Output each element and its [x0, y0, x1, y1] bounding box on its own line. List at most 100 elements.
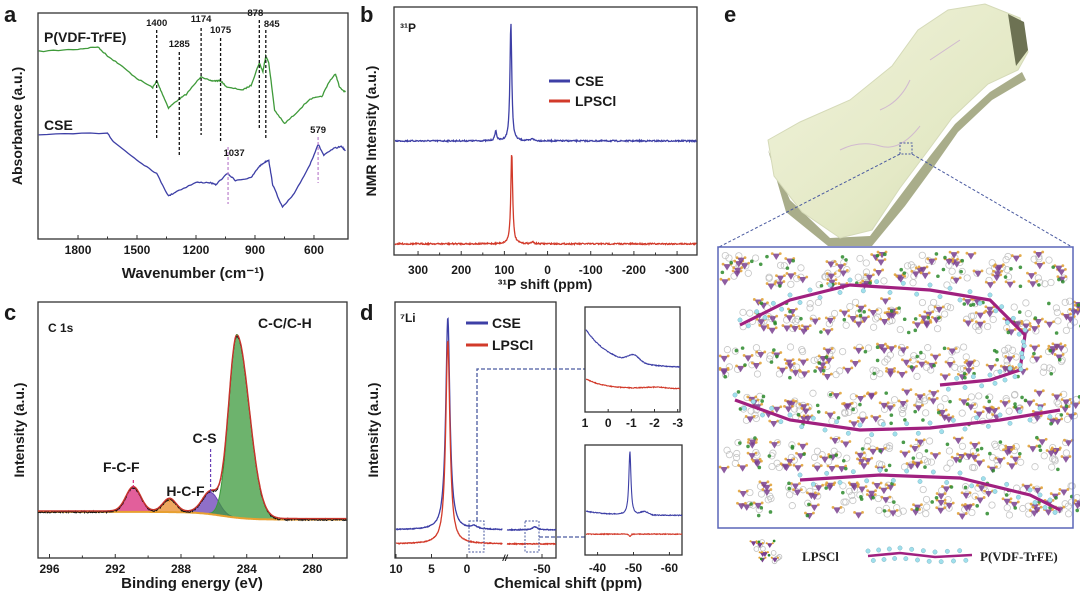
sulfur-atom: [830, 347, 834, 350]
chlorine-atom: [819, 330, 823, 334]
sulfur-atom: [930, 315, 934, 319]
fluorine-atom: [787, 412, 793, 418]
sulfur-atom: [747, 261, 751, 265]
sulfur-atom: [783, 274, 786, 278]
ps4-tetrahedron: [770, 442, 779, 449]
sulfur-atom: [857, 416, 861, 420]
sulfur-atom: [865, 392, 869, 396]
sulfur-atom: [1073, 303, 1077, 307]
fluorine-atom: [967, 289, 973, 295]
sulfur-atom: [727, 277, 731, 281]
sulfur-atom: [935, 506, 939, 510]
chlorine-atom: [889, 413, 894, 417]
fluorine-atom: [951, 558, 956, 564]
sulfur-atom: [850, 401, 854, 405]
sulfur-atom: [1061, 353, 1065, 356]
lithium-site: [1051, 457, 1059, 465]
ps4-tetrahedron: [965, 504, 974, 511]
fluorine-atom: [890, 478, 896, 483]
ps4-tetrahedron: [823, 373, 832, 381]
sulfur-atom: [785, 366, 788, 370]
sulfur-atom: [824, 316, 828, 320]
chlorine-atom: [994, 350, 999, 354]
sulfur-atom: [766, 326, 770, 330]
sulfur-atom: [918, 314, 922, 317]
sulfur-atom: [921, 403, 924, 407]
chlorine-atom: [851, 407, 855, 412]
sulfur-atom: [747, 438, 751, 441]
ps4-tetrahedron: [1002, 498, 1011, 506]
inset-series-line-lpscl: [585, 378, 681, 390]
lithium-site: [787, 280, 795, 288]
lithium-site: [970, 464, 978, 472]
sulfur-atom: [1051, 508, 1054, 511]
chlorine-atom: [757, 465, 762, 470]
sulfur-atom: [943, 492, 947, 495]
sulfur-atom: [794, 399, 798, 403]
annotation-label-878: 878: [247, 8, 263, 19]
lithium-site: [746, 309, 754, 317]
fluorine-atom: [997, 412, 1003, 418]
ps4-tetrahedron: [767, 283, 776, 290]
sulfur-atom: [917, 265, 921, 269]
sulfur-atom: [1007, 399, 1011, 403]
sulfur-atom: [805, 358, 809, 362]
sulfur-atom: [941, 305, 945, 309]
chlorine-atom: [959, 269, 963, 274]
lithium-site: [883, 510, 891, 518]
fluorine-atom: [847, 277, 853, 283]
sulfur-atom: [756, 398, 760, 402]
chlorine-atom: [902, 271, 907, 275]
ps4-tetrahedron: [976, 321, 985, 329]
fluorine-atom: [997, 369, 1003, 375]
chlorine-atom: [878, 449, 882, 453]
chlorine-atom: [1017, 451, 1022, 456]
lithium-site: [1034, 274, 1042, 282]
ps4-tetrahedron: [1052, 343, 1061, 351]
sulfur-atom: [1037, 324, 1041, 328]
sulfur-atom: [784, 257, 788, 260]
sulfur-atom: [892, 403, 896, 407]
lithium-site: [747, 407, 755, 415]
ps4-tetrahedron: [1033, 487, 1042, 495]
lithium-site: [723, 446, 731, 454]
ps4-tetrahedron: [785, 400, 794, 407]
fluorine-atom: [860, 288, 866, 294]
sulfur-atom: [1027, 279, 1031, 283]
lithium-site: [885, 442, 894, 450]
lithium-site: [1010, 303, 1018, 311]
sulfur-atom: [807, 369, 810, 373]
ps4-tetrahedron: [940, 414, 949, 422]
ps4-tetrahedron: [826, 317, 835, 325]
chlorine-atom: [1033, 316, 1038, 320]
sulfur-atom: [812, 511, 815, 515]
sulfur-atom: [943, 498, 947, 502]
sulfur-atom: [1004, 444, 1008, 448]
ps4-tetrahedron: [945, 258, 954, 266]
chlorine-atom: [841, 490, 845, 495]
chlorine-atom: [775, 354, 779, 359]
chlorine-atom: [975, 504, 979, 508]
sulfur-atom: [976, 483, 979, 487]
lithium-site: [1045, 364, 1054, 372]
sulfur-atom: [821, 483, 825, 487]
chlorine-atom: [857, 309, 862, 313]
lithium-site: [806, 304, 814, 312]
sulfur-atom: [917, 444, 921, 448]
sulfur-atom: [1066, 488, 1070, 491]
sulfur-atom: [1044, 437, 1048, 441]
sulfur-atom: [760, 459, 763, 463]
ps4-tetrahedron: [737, 257, 746, 265]
panel-d-x-tick-label: 0: [464, 562, 471, 576]
sulfur-atom: [850, 366, 854, 370]
sulfur-atom: [1018, 455, 1021, 459]
sulfur-atom: [922, 438, 926, 442]
fluorine-atom: [903, 556, 909, 562]
ps4-tetrahedron: [1044, 509, 1053, 516]
sulfur-atom: [831, 506, 835, 509]
ps4-tetrahedron: [801, 408, 810, 415]
sulfur-atom: [903, 274, 907, 278]
fluorine-atom: [869, 432, 875, 438]
ps4-tetrahedron: [1003, 449, 1012, 457]
component-label-fcf: F-C-F: [103, 459, 140, 475]
